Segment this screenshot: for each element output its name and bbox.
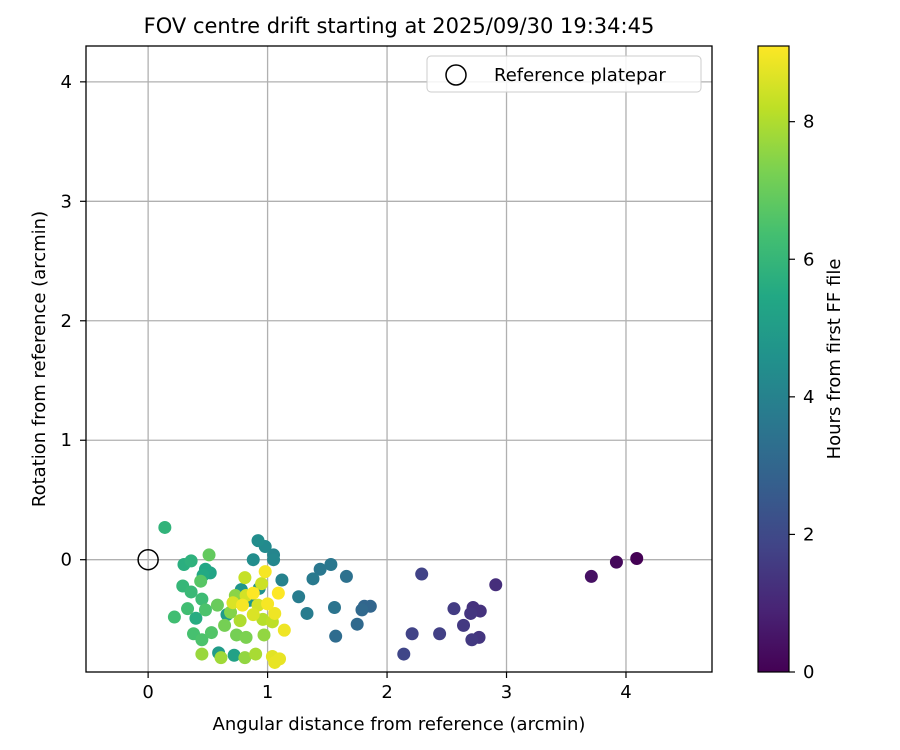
x-tick-label: 4: [620, 682, 631, 703]
scatter-point: [239, 630, 253, 644]
scatter-point: [238, 571, 252, 585]
scatter-point: [271, 586, 285, 600]
scatter-points: [158, 520, 644, 669]
scatter-point: [267, 553, 281, 567]
scatter-point: [327, 600, 341, 614]
scatter-point: [158, 520, 172, 534]
scatter-point: [630, 552, 644, 566]
colorbar-gradient: [758, 46, 789, 672]
x-tick-label: 0: [142, 682, 153, 703]
x-tick-label: 1: [262, 682, 273, 703]
scatter-point: [189, 611, 203, 625]
y-tick-label: 1: [61, 430, 72, 451]
scatter-point: [324, 557, 338, 571]
colorbar-tick-label: 8: [803, 112, 814, 133]
scatter-point: [268, 655, 282, 669]
scatter-point: [339, 569, 353, 583]
chart-title: FOV centre drift starting at 2025/09/30 …: [144, 14, 655, 38]
scatter-point: [609, 555, 623, 569]
legend-label: Reference platepar: [494, 65, 666, 86]
scatter-point: [415, 567, 429, 581]
scatter-point: [236, 598, 249, 612]
scatter-point: [313, 562, 327, 576]
scatter-point: [275, 573, 289, 587]
scatter-point: [195, 592, 209, 606]
x-tick-label: 3: [501, 682, 512, 703]
reference-platepar-marker: [137, 548, 159, 571]
grid: [86, 46, 712, 672]
scatter-point: [584, 569, 598, 583]
plot-frame: [85, 45, 713, 673]
scatter-point: [255, 577, 269, 591]
scatter-point: [258, 565, 272, 579]
scatter-point: [184, 554, 198, 568]
scatter-point: [257, 628, 271, 642]
scatter-point: [268, 606, 282, 620]
scatter-point: [210, 598, 224, 612]
scatter-point: [238, 651, 252, 665]
scatter-point: [181, 602, 195, 616]
y-tick-label: 4: [61, 72, 72, 93]
colorbar: 0 2 4 6 8 Hours from first FF file: [757, 45, 845, 683]
scatter-point: [195, 647, 209, 661]
y-axis-label: Rotation from reference (arcmin): [29, 211, 50, 507]
scatter-point: [249, 647, 263, 661]
scatter-point: [233, 614, 247, 628]
scatter-point: [261, 597, 275, 611]
colorbar-ticks: 0 2 4 6 8: [789, 112, 814, 683]
scatter-point: [355, 603, 369, 617]
scatter-point: [447, 602, 461, 616]
scatter-point: [204, 626, 218, 640]
scatter-point: [184, 585, 198, 599]
scatter-point: [251, 534, 265, 548]
scatter-point: [306, 572, 320, 586]
scatter-point: [277, 623, 291, 637]
x-tick-label: 2: [381, 682, 392, 703]
colorbar-frame: [757, 45, 790, 673]
scatter-point: [329, 629, 343, 643]
scatter-point: [465, 633, 479, 647]
y-ticks: 0 1 2 3 4: [61, 72, 86, 571]
y-tick-label: 2: [61, 311, 72, 332]
y-tick-label: 0: [61, 550, 72, 571]
legend: Reference platepar: [426, 55, 702, 93]
scatter-point: [246, 553, 260, 567]
scatter-point: [246, 586, 260, 600]
scatter-point: [246, 608, 260, 622]
scatter-point: [433, 627, 447, 641]
scatter-point: [167, 610, 181, 624]
scatter-point: [202, 548, 216, 562]
scatter-point: [457, 618, 471, 632]
scatter-point: [405, 627, 419, 641]
scatter-point: [489, 578, 503, 592]
legend-box: [426, 55, 702, 93]
colorbar-tick-label: 2: [803, 524, 814, 545]
legend-marker: [445, 64, 467, 86]
scatter-point: [397, 647, 411, 661]
scatter-point: [300, 606, 314, 620]
scatter-point: [464, 606, 478, 620]
colorbar-tick-label: 6: [803, 249, 814, 270]
colorbar-tick-label: 0: [803, 662, 814, 683]
colorbar-tick-label: 4: [803, 387, 814, 408]
colorbar-label: Hours from first FF file: [824, 259, 845, 460]
scatter-point: [292, 590, 306, 604]
scatter-point: [194, 574, 208, 588]
scatter-point: [214, 651, 228, 665]
y-tick-label: 3: [61, 191, 72, 212]
x-axis-label: Angular distance from reference (arcmin): [213, 714, 586, 735]
x-ticks: 0 1 2 3 4: [142, 672, 632, 703]
scatter-point: [198, 603, 212, 617]
scatter-point: [195, 633, 209, 647]
scatter-point: [218, 618, 232, 632]
scatter-point: [227, 648, 241, 662]
scatter-point: [350, 617, 364, 631]
